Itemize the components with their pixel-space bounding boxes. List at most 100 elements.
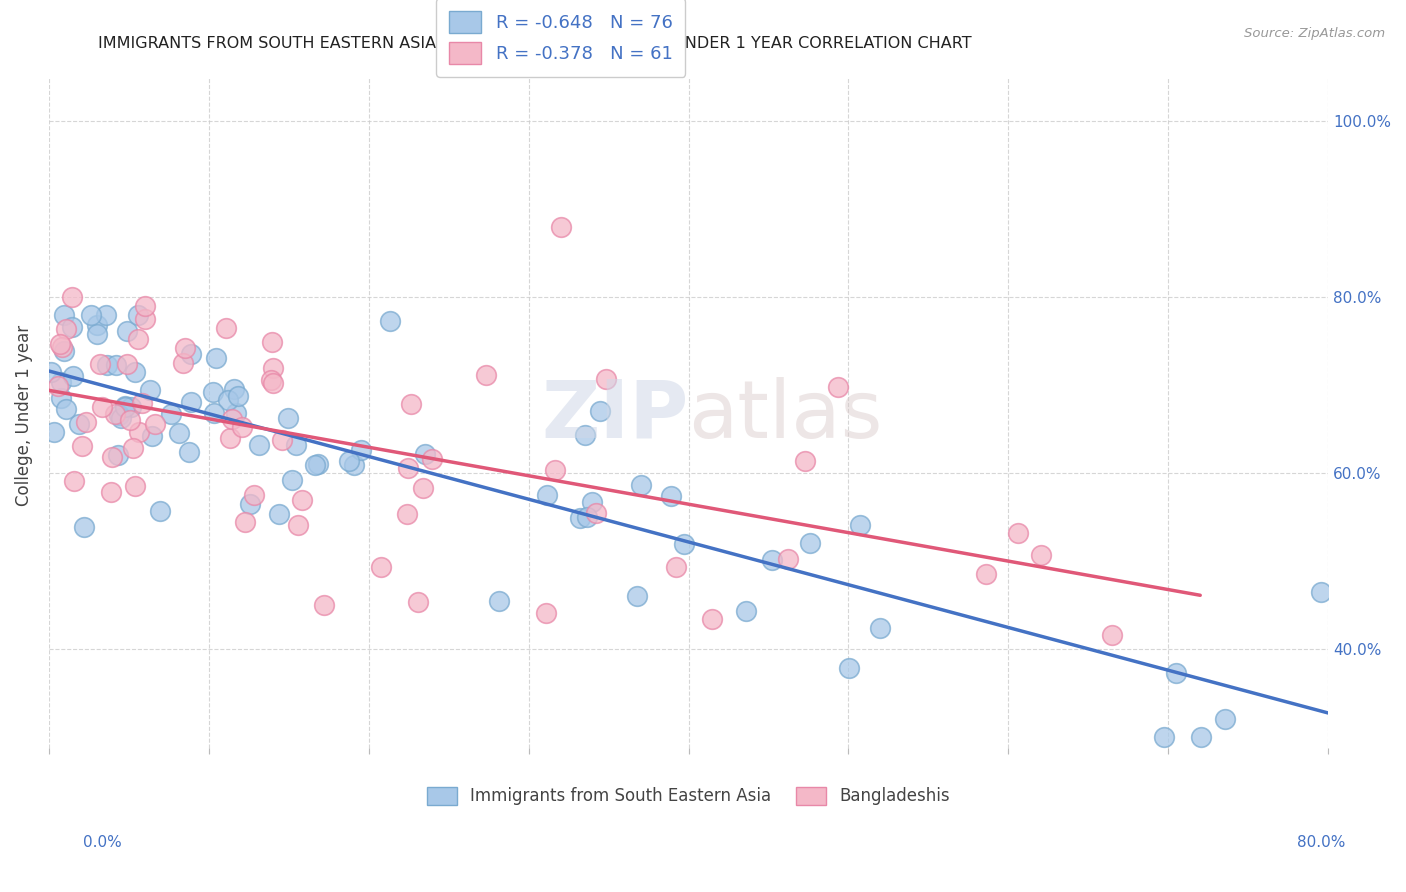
Point	[67, 417, 90, 431]
Point	[630, 478, 652, 492]
Point	[307, 457, 329, 471]
Point	[488, 594, 510, 608]
Point	[406, 595, 429, 609]
Point	[55, 402, 77, 417]
Point	[224, 382, 246, 396]
Point	[115, 325, 138, 339]
Point	[337, 454, 360, 468]
Point	[217, 392, 239, 407]
Point	[239, 497, 262, 511]
Point	[134, 299, 156, 313]
Point	[51, 392, 73, 406]
Point	[536, 606, 558, 620]
Point	[49, 336, 72, 351]
Point	[370, 560, 392, 574]
Text: atlas: atlas	[689, 376, 883, 455]
Point	[62, 475, 84, 489]
Point	[205, 351, 228, 366]
Point	[1166, 666, 1188, 681]
Point	[1101, 628, 1123, 642]
Point	[128, 425, 150, 440]
Point	[412, 481, 434, 495]
Point	[180, 347, 202, 361]
Text: IMMIGRANTS FROM SOUTH EASTERN ASIA VS BANGLADESHI COLLEGE, UNDER 1 YEAR CORRELAT: IMMIGRANTS FROM SOUTH EASTERN ASIA VS BA…	[98, 36, 972, 51]
Point	[550, 219, 572, 234]
Point	[51, 375, 73, 389]
Point	[39, 365, 62, 379]
Point	[91, 400, 114, 414]
Point	[734, 604, 756, 618]
Point	[281, 473, 304, 487]
Point	[60, 320, 83, 334]
Text: 0.0%: 0.0%	[83, 836, 122, 850]
Point	[131, 396, 153, 410]
Point	[350, 442, 373, 457]
Point	[475, 368, 498, 383]
Point	[177, 445, 200, 459]
Point	[75, 415, 97, 429]
Point	[1309, 585, 1331, 599]
Point	[42, 425, 65, 439]
Point	[1189, 730, 1212, 744]
Point	[304, 458, 326, 472]
Point	[420, 451, 443, 466]
Point	[219, 431, 242, 445]
Point	[827, 380, 849, 394]
Point	[799, 536, 821, 550]
Point	[139, 383, 162, 397]
Point	[413, 447, 436, 461]
Point	[46, 379, 69, 393]
Point	[314, 598, 336, 612]
Point	[55, 322, 77, 336]
Point	[141, 429, 163, 443]
Point	[262, 361, 284, 376]
Point	[117, 357, 139, 371]
Point	[96, 358, 118, 372]
Point	[114, 399, 136, 413]
Point	[589, 404, 612, 418]
Point	[1029, 548, 1052, 562]
Text: 80.0%: 80.0%	[1298, 836, 1346, 850]
Point	[290, 493, 312, 508]
Point	[849, 518, 872, 533]
Point	[60, 290, 83, 304]
Point	[108, 409, 131, 423]
Point	[167, 425, 190, 440]
Point	[72, 519, 94, 533]
Point	[260, 373, 283, 387]
Point	[761, 553, 783, 567]
Point	[271, 433, 294, 447]
Point	[974, 566, 997, 581]
Point	[160, 407, 183, 421]
Point	[134, 311, 156, 326]
Point	[233, 515, 256, 529]
Point	[114, 401, 136, 415]
Point	[110, 410, 132, 425]
Point	[396, 461, 419, 475]
Point	[242, 488, 264, 502]
Point	[399, 397, 422, 411]
Point	[202, 406, 225, 420]
Point	[86, 318, 108, 332]
Point	[120, 413, 142, 427]
Point	[794, 454, 817, 468]
Point	[143, 417, 166, 431]
Point	[665, 560, 688, 574]
Point	[569, 510, 592, 524]
Point	[247, 438, 270, 452]
Point	[287, 518, 309, 533]
Point	[86, 327, 108, 342]
Point	[269, 508, 291, 522]
Y-axis label: College, Under 1 year: College, Under 1 year	[15, 326, 32, 507]
Point	[122, 441, 145, 455]
Point	[127, 333, 149, 347]
Point	[1213, 713, 1236, 727]
Point	[80, 308, 103, 322]
Point	[172, 356, 194, 370]
Point	[52, 308, 75, 322]
Point	[127, 308, 149, 322]
Point	[221, 411, 243, 425]
Text: Source: ZipAtlas.com: Source: ZipAtlas.com	[1244, 27, 1385, 40]
Point	[595, 372, 617, 386]
Point	[574, 427, 596, 442]
